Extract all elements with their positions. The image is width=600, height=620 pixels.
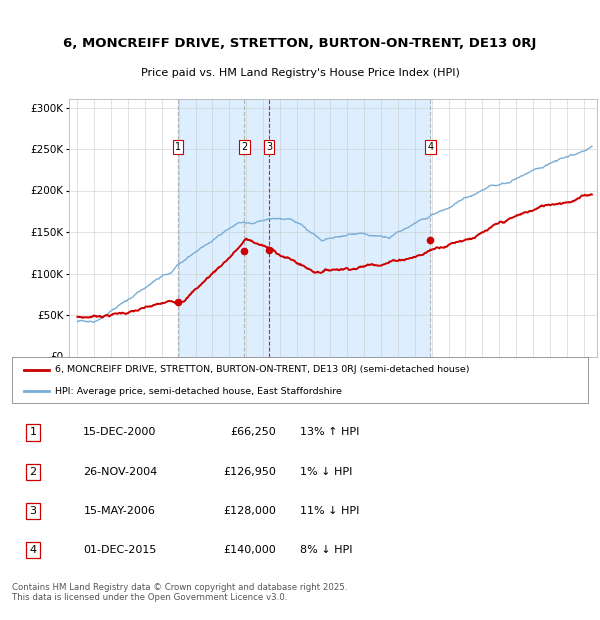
- Text: 1: 1: [29, 427, 37, 438]
- Text: 3: 3: [266, 143, 272, 153]
- Text: 1% ↓ HPI: 1% ↓ HPI: [300, 467, 352, 477]
- Text: HPI: Average price, semi-detached house, East Staffordshire: HPI: Average price, semi-detached house,…: [55, 387, 342, 396]
- Text: 2: 2: [29, 467, 37, 477]
- Text: 15-DEC-2000: 15-DEC-2000: [83, 427, 157, 438]
- Text: 01-DEC-2015: 01-DEC-2015: [83, 545, 157, 556]
- Text: Price paid vs. HM Land Registry's House Price Index (HPI): Price paid vs. HM Land Registry's House …: [140, 68, 460, 78]
- Text: 11% ↓ HPI: 11% ↓ HPI: [300, 506, 359, 516]
- Text: 2: 2: [241, 143, 248, 153]
- Text: 1: 1: [175, 143, 181, 153]
- Text: £140,000: £140,000: [223, 545, 276, 556]
- Text: 8% ↓ HPI: 8% ↓ HPI: [300, 545, 353, 556]
- Text: £128,000: £128,000: [223, 506, 276, 516]
- Bar: [178, 99, 430, 356]
- Text: 6, MONCREIFF DRIVE, STRETTON, BURTON-ON-TRENT, DE13 0RJ (semi-detached house): 6, MONCREIFF DRIVE, STRETTON, BURTON-ON-…: [55, 365, 470, 374]
- Text: Contains HM Land Registry data © Crown copyright and database right 2025.
This d: Contains HM Land Registry data © Crown c…: [12, 583, 347, 602]
- Text: 4: 4: [29, 545, 37, 556]
- Text: 6, MONCREIFF DRIVE, STRETTON, BURTON-ON-TRENT, DE13 0RJ: 6, MONCREIFF DRIVE, STRETTON, BURTON-ON-…: [64, 37, 536, 50]
- Text: £126,950: £126,950: [223, 467, 276, 477]
- Text: £66,250: £66,250: [230, 427, 276, 438]
- Text: 26-NOV-2004: 26-NOV-2004: [83, 467, 157, 477]
- Text: 3: 3: [29, 506, 37, 516]
- Text: 13% ↑ HPI: 13% ↑ HPI: [300, 427, 359, 438]
- Text: 15-MAY-2006: 15-MAY-2006: [84, 506, 156, 516]
- Text: 4: 4: [427, 143, 433, 153]
